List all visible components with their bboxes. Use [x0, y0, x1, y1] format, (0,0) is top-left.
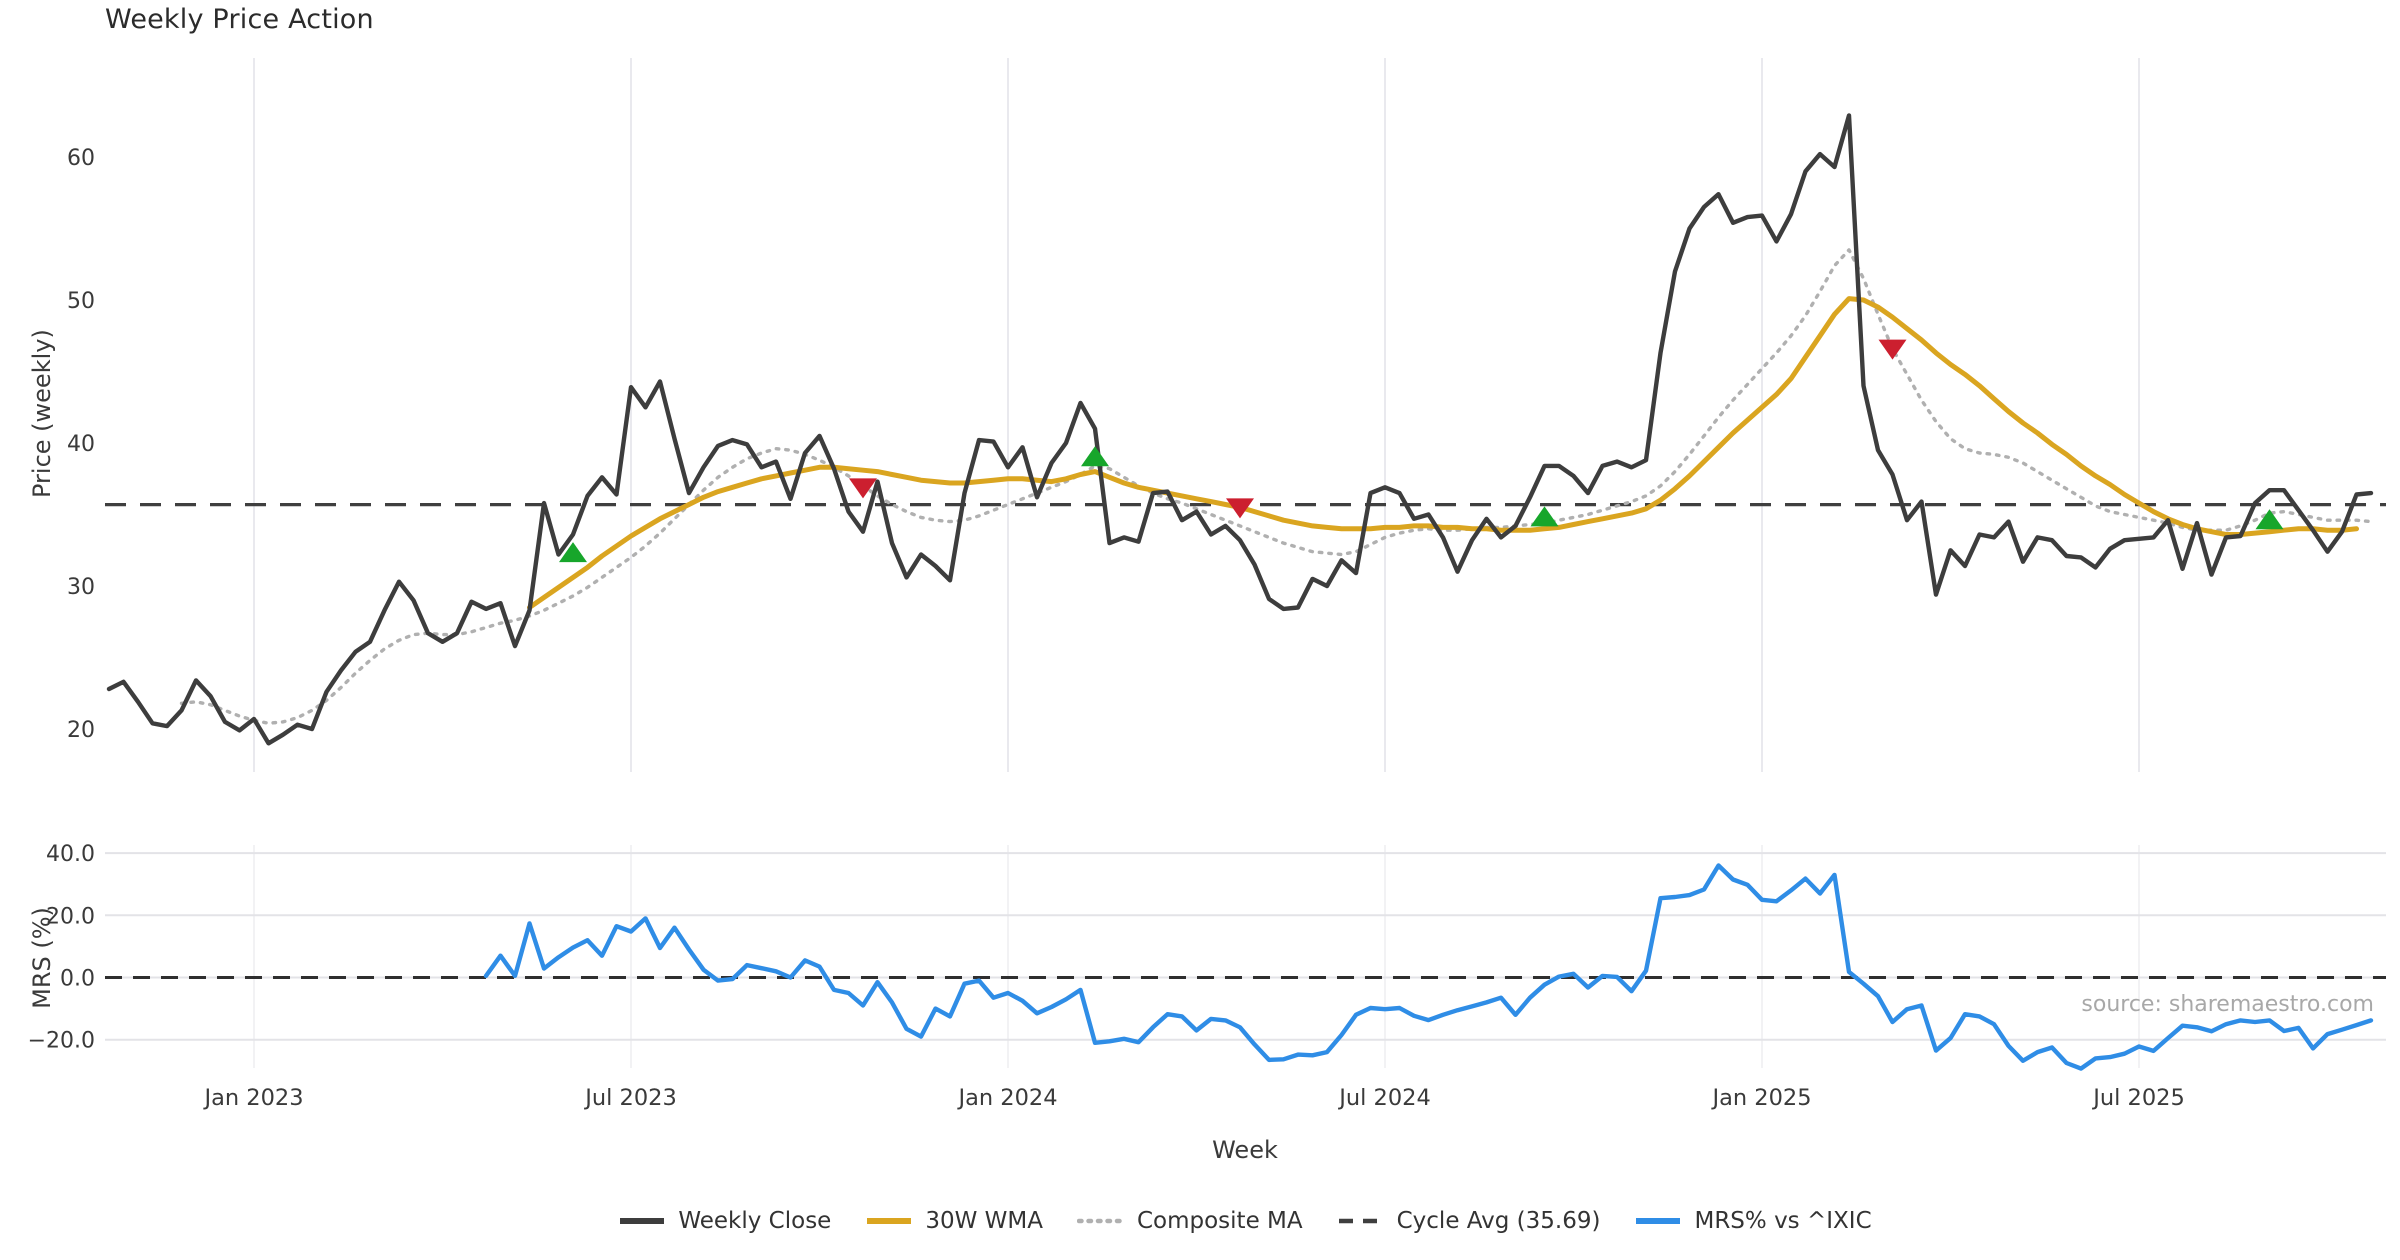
- page-title: Weekly Price Action: [105, 4, 374, 35]
- legend-item-label: 30W WMA: [925, 1208, 1043, 1234]
- price-ytick-label: 40: [67, 432, 95, 457]
- legend-item-label: Composite MA: [1136, 1208, 1303, 1234]
- legend-item: Composite MA: [1076, 1208, 1303, 1234]
- legend-swatch-solid: [1636, 1218, 1681, 1224]
- x-tick-label: Jan 2025: [1710, 1085, 1811, 1111]
- price-ytick-label: 20: [67, 718, 95, 743]
- legend-item-label: Cycle Avg (35.69): [1396, 1208, 1601, 1234]
- price-ytick-label: 60: [67, 146, 95, 171]
- chart-legend: Weekly Close 30W WMA Composite MA Cycle …: [105, 1208, 2385, 1234]
- buy-signal-marker: [559, 542, 587, 563]
- buy-signal-marker: [1530, 506, 1559, 527]
- x-axis-label: Week: [1212, 1136, 1278, 1164]
- legend-item-label: MRS% vs ^IXIC: [1694, 1208, 1872, 1234]
- sell-signal-marker: [1226, 498, 1254, 519]
- sell-signal-marker: [849, 478, 877, 499]
- price-ytick-label: 30: [67, 575, 95, 600]
- price-axis-label: Price (weekly): [28, 329, 56, 498]
- mrs-ytick-label: 40.0: [46, 842, 95, 867]
- x-tick-label: Jul 2023: [583, 1085, 677, 1111]
- composite-ma-line: [179, 248, 2373, 725]
- x-tick-label: Jan 2024: [956, 1085, 1057, 1111]
- mrs-line: [483, 863, 2374, 1071]
- legend-item: MRS% vs ^IXIC: [1634, 1208, 1872, 1234]
- legend-swatch-dotted: [1076, 1218, 1125, 1224]
- legend-item-label: Weekly Close: [678, 1208, 832, 1234]
- buy-signal-marker: [2255, 509, 2284, 530]
- x-tick-label: Jul 2025: [2091, 1085, 2185, 1111]
- mrs-ytick-label: 0.0: [60, 967, 95, 992]
- legend-item: 30W WMA: [865, 1208, 1043, 1234]
- legend-item: Cycle Avg (35.69): [1337, 1208, 1601, 1234]
- gridlines: [105, 58, 2386, 1068]
- source-note: source: sharemaestro.com: [2081, 992, 2374, 1017]
- legend-swatch-solid: [620, 1218, 665, 1224]
- tick-labels: 20 30 40 50 60 −20.0 0.0 20.0 40.0 Jan 2023 Jul 20…: [28, 146, 2185, 1111]
- sell-signal-marker: [1878, 339, 1907, 360]
- legend-item: Weekly Close: [618, 1208, 831, 1234]
- mrs-axis-label: MRS (%): [28, 907, 56, 1009]
- x-tick-label: Jan 2023: [202, 1085, 303, 1111]
- series-lines: [106, 113, 2374, 1071]
- legend-swatch-solid: [867, 1218, 912, 1224]
- mrs-ytick-label: −20.0: [28, 1029, 95, 1054]
- mrs-ytick-label: 20.0: [46, 904, 95, 929]
- weekly-close-line: [106, 113, 2374, 746]
- x-tick-label: Jul 2024: [1337, 1085, 1431, 1111]
- price-ytick-label: 50: [67, 289, 95, 314]
- reference-lines: [105, 503, 2386, 979]
- buy-signal-marker: [1081, 446, 1109, 467]
- legend-swatch-dashed: [1338, 1218, 1383, 1224]
- signal-markers: [559, 339, 2284, 563]
